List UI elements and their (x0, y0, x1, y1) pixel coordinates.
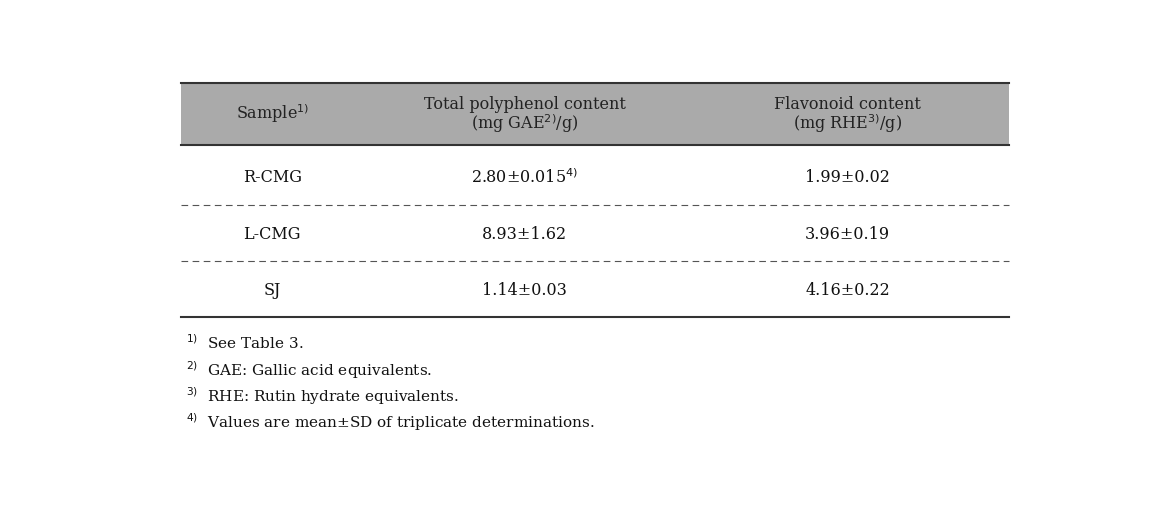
Text: SJ: SJ (264, 282, 281, 299)
Text: (mg GAE$^{2)}$/g): (mg GAE$^{2)}$/g) (471, 113, 578, 135)
Text: Sample$^{1)}$: Sample$^{1)}$ (236, 102, 309, 125)
Text: R-CMG: R-CMG (243, 169, 302, 187)
Text: Total polyphenol content: Total polyphenol content (424, 96, 626, 114)
Text: Flavonoid content: Flavonoid content (774, 96, 921, 114)
Text: 8.93±1.62: 8.93±1.62 (482, 226, 568, 242)
Text: $^{2)}$  GAE: Gallic acid equivalents.: $^{2)}$ GAE: Gallic acid equivalents. (186, 359, 432, 381)
Text: (mg RHE$^{3)}$/g): (mg RHE$^{3)}$/g) (793, 113, 902, 135)
Text: 1.99±0.02: 1.99±0.02 (805, 169, 890, 187)
Text: $^{1)}$  See Table 3.: $^{1)}$ See Table 3. (186, 333, 303, 352)
Text: L-CMG: L-CMG (244, 226, 301, 242)
Text: 4.16±0.22: 4.16±0.22 (805, 282, 889, 299)
Text: $^{3)}$  RHE: Rutin hydrate equivalents.: $^{3)}$ RHE: Rutin hydrate equivalents. (186, 386, 459, 407)
Bar (181, 83, 1009, 145)
Text: $^{4)}$  Values are mean±SD of triplicate determinations.: $^{4)}$ Values are mean±SD of triplicate… (186, 412, 594, 433)
Text: 3.96±0.19: 3.96±0.19 (805, 226, 890, 242)
Text: 1.14±0.03: 1.14±0.03 (482, 282, 567, 299)
Text: 2.80±0.015$^{4)}$: 2.80±0.015$^{4)}$ (471, 168, 578, 187)
